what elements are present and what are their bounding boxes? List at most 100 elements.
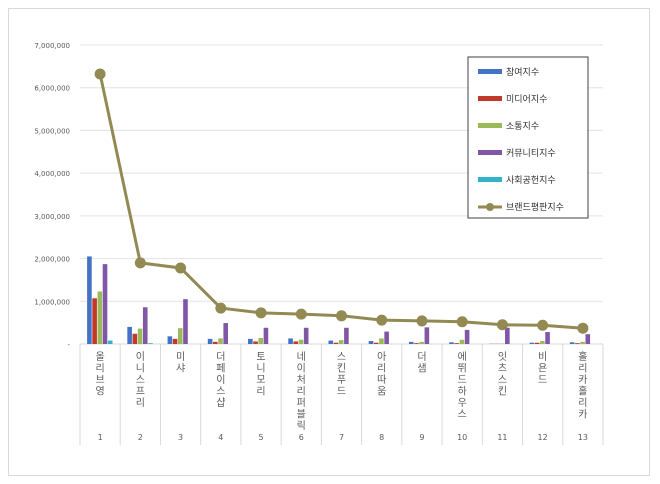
y-tick-label: 4,000,000 <box>34 170 70 178</box>
category-label-char: 잇 <box>498 351 507 363</box>
bar-참여지수 <box>167 336 173 344</box>
bar-소통지수 <box>419 341 424 344</box>
bar-커뮤니티지수 <box>384 331 389 344</box>
bar-미디어지수 <box>454 343 459 344</box>
category-label-char: 토 <box>256 352 265 363</box>
line-point <box>295 308 307 320</box>
line-point <box>537 319 549 331</box>
line-point <box>577 322 589 334</box>
legend <box>467 56 589 219</box>
bar-소통지수 <box>459 339 465 344</box>
legend-swatch <box>478 123 502 128</box>
category-label-char: 미 <box>176 351 185 363</box>
category-label-char: 리 <box>578 363 587 375</box>
bar-미디어지수 <box>373 342 379 344</box>
legend-swatch <box>478 150 502 155</box>
bar-사회공헌지수 <box>107 340 113 344</box>
bar-미디어지수 <box>132 333 138 344</box>
bar-소통지수 <box>580 341 585 344</box>
category-label-char: 샤 <box>176 363 185 375</box>
line-point <box>215 302 227 314</box>
y-tick-label: 2,000,000 <box>34 256 70 264</box>
legend-label: 미디어지수 <box>506 94 547 105</box>
line-point <box>456 316 468 328</box>
category-label-char: 스 <box>216 386 225 398</box>
rank-label: 5 <box>258 433 263 442</box>
category-label-char: 우 <box>458 397 467 409</box>
category-label-char: 니 <box>256 363 265 375</box>
category-label-char: 푸 <box>337 375 346 386</box>
legend-swatch <box>478 69 502 74</box>
bar-미디어지수 <box>333 342 339 344</box>
bar-커뮤니티지수 <box>585 334 591 344</box>
bar-참여지수 <box>288 338 293 344</box>
bar-소통지수 <box>379 338 384 344</box>
y-tick-label: 3,000,000 <box>34 213 70 221</box>
line-point <box>255 307 267 319</box>
bar-참여지수 <box>87 256 92 344</box>
line-point <box>336 310 347 322</box>
bar-커뮤니티지수 <box>183 299 188 344</box>
bar-참여지수 <box>368 341 374 344</box>
category-label-char: 움 <box>377 386 386 398</box>
legend-swatch <box>478 177 502 182</box>
line-point <box>134 257 146 269</box>
category-label-char: 스 <box>458 409 467 421</box>
bar-소통지수 <box>338 340 344 344</box>
category-label-char: 페 <box>216 363 225 375</box>
category-label-char: 이 <box>297 363 306 375</box>
bar-미디어지수 <box>414 343 419 344</box>
legend-label: 참여지수 <box>506 66 539 78</box>
category-label-char: 뛰 <box>458 363 467 375</box>
category-label-char: 리 <box>136 397 145 409</box>
category-label-char: 처 <box>297 374 306 386</box>
category-label-char: 브 <box>96 374 105 386</box>
legend-label: 커뮤니티지수 <box>506 148 556 159</box>
bar-참여지수 <box>248 338 253 344</box>
bar-참여지수 <box>408 341 414 344</box>
bar-참여지수 <box>127 326 132 344</box>
bar-참여지수 <box>207 338 213 344</box>
category-label-char: 카 <box>578 409 587 421</box>
category-label-char: 퍼 <box>297 397 306 409</box>
category-label-char: 샵 <box>216 397 225 409</box>
rank-label: 12 <box>538 433 548 442</box>
legend-label: 소통지수 <box>506 121 539 132</box>
bar-미디어지수 <box>575 343 580 344</box>
category-label-char: 드 <box>337 387 346 398</box>
bar-소통지수 <box>218 338 223 344</box>
bar-참여지수 <box>529 342 535 344</box>
category-label-char: 니 <box>136 363 145 375</box>
category-label-char: 홀 <box>578 350 587 363</box>
bar-참여지수 <box>328 340 334 344</box>
bar-소통지수 <box>540 341 545 344</box>
line-point <box>416 315 428 327</box>
bar-커뮤니티지수 <box>223 323 229 344</box>
rank-label: 2 <box>138 433 143 442</box>
bar-커뮤니티지수 <box>303 327 309 344</box>
rank-label: 13 <box>578 433 588 442</box>
bar-사회공헌지수 <box>148 343 153 344</box>
rank-label: 6 <box>299 433 304 442</box>
bar-커뮤니티지수 <box>344 327 349 344</box>
category-label-char: 하 <box>458 385 467 398</box>
y-tick-label: 6,000,000 <box>34 85 70 93</box>
rank-label: 11 <box>497 433 507 442</box>
category-label-char: 홀 <box>578 385 587 398</box>
bar-커뮤니티지수 <box>464 329 470 344</box>
rank-label: 9 <box>419 433 424 442</box>
bar-소통지수 <box>258 338 264 344</box>
y-tick-label: 5,000,000 <box>34 127 70 135</box>
category-label-char: 네 <box>297 351 306 363</box>
bar-커뮤니티지수 <box>505 327 510 344</box>
category-label-char: 리 <box>256 386 265 398</box>
category-label-char: 스 <box>136 374 145 386</box>
category-label-char: 에 <box>458 351 467 363</box>
category-label-char: 올 <box>96 351 105 363</box>
category-label-char: 모 <box>256 375 265 386</box>
category-label-char: 킨 <box>337 363 346 375</box>
bar-미디어지수 <box>253 341 258 344</box>
bar-커뮤니티지수 <box>142 307 148 344</box>
category-label-char: 릭 <box>297 420 306 432</box>
bar-커뮤니티지수 <box>424 327 430 344</box>
